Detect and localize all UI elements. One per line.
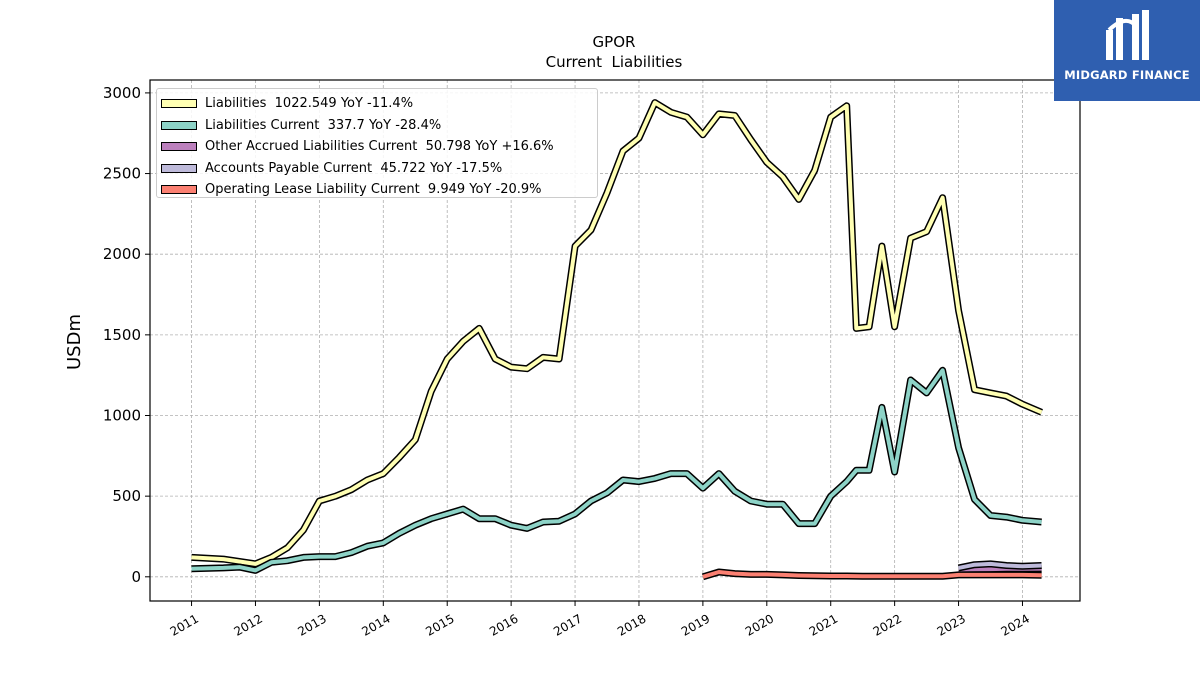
series-line [191,368,1042,573]
y-tick-label: 2000 [103,245,141,263]
legend-label: Other Accrued Liabilities Current 50.798… [205,139,554,155]
series-line [191,100,1043,566]
y-axis-label: USDm [64,314,85,370]
plot-frame [149,79,1081,602]
legend-label: Accounts Payable Current 45.722 YoY -17.… [205,160,503,176]
x-tick-label: 2013 [295,611,328,638]
legend-swatch [161,99,197,109]
series-liabilities [191,99,1043,568]
x-tick-label: 2014 [359,611,392,638]
logo-mark-icon [1106,10,1149,60]
legend-item: Operating Lease Liability Current 9.949 … [159,179,597,201]
legend-item: Other Accrued Liabilities Current 50.798… [159,136,597,158]
y-axis-ticks: 0 500 1000 1500 2000 2500 3000 [103,84,150,586]
y-tick-label: 2500 [103,165,141,183]
brand-logo: MIDGARD FINANCE [1054,0,1200,101]
legend: Liabilities 1022.549 YoY -11.4% Liabilit… [156,88,598,198]
y-tick-label: 1500 [103,326,141,344]
chart-subtitle: Current Liabilities [546,53,683,71]
y-tick-label: 0 [131,568,141,586]
legend-item: Liabilities Current 337.7 YoY -28.4% [159,115,597,137]
series-line [958,561,1042,570]
x-axis-ticks: 2011 2012 2013 2014 2015 2016 2017 2018 2019 2020… [168,601,1032,639]
legend-item: Liabilities 1022.549 YoY -11.4% [159,93,597,115]
series-lines [191,99,1043,581]
legend-swatch [161,142,197,152]
x-tick-label: 2024 [999,611,1032,638]
series-line [702,570,1042,579]
y-tick-label: 500 [112,487,141,505]
x-tick-label: 2015 [423,611,456,638]
legend-swatch [161,185,197,195]
x-tick-label: 2021 [807,611,840,638]
legend-item: Accounts Payable Current 45.722 YoY -17.… [159,158,597,180]
x-tick-label: 2019 [679,611,712,638]
logo-text: MIDGARD FINANCE [1064,68,1190,82]
series-liabilities-current [191,366,1042,574]
series-accounts-payable-current [957,560,1042,572]
x-tick-label: 2020 [743,611,776,638]
legend-label: Operating Lease Liability Current 9.949 … [205,182,542,198]
x-tick-label: 2012 [232,611,265,638]
x-tick-label: 2011 [168,611,201,638]
x-tick-label: 2016 [487,611,520,638]
x-tick-label: 2023 [935,611,968,638]
series-operating-lease-liability-current [701,568,1042,581]
legend-label: Liabilities Current 337.7 YoY -28.4% [205,117,442,133]
x-tick-label: 2022 [871,611,904,638]
x-tick-label: 2018 [615,611,648,638]
legend-swatch [161,163,197,173]
x-tick-label: 2017 [551,611,584,638]
chart-title: GPOR [593,33,636,51]
y-tick-label: 1000 [103,407,141,425]
y-tick-label: 3000 [103,84,141,102]
legend-swatch [161,120,197,130]
legend-label: Liabilities 1022.549 YoY -11.4% [205,96,414,112]
